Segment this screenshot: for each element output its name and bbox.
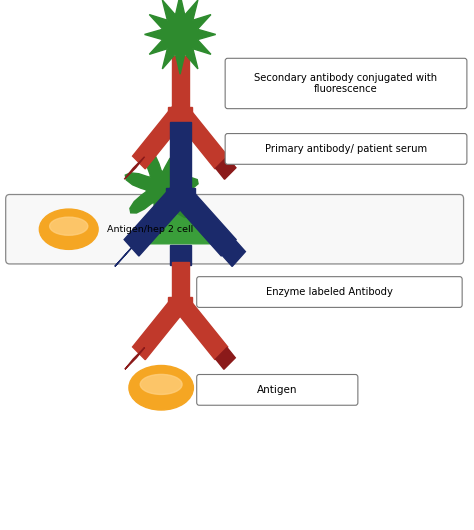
Polygon shape — [145, 0, 216, 74]
Bar — [172, 56, 189, 111]
FancyBboxPatch shape — [225, 134, 467, 164]
Ellipse shape — [140, 374, 182, 394]
Polygon shape — [174, 105, 228, 169]
Polygon shape — [125, 149, 198, 230]
Polygon shape — [216, 348, 235, 369]
Bar — [168, 297, 192, 307]
Text: Antigen: Antigen — [257, 385, 298, 395]
Polygon shape — [222, 241, 246, 267]
Polygon shape — [174, 296, 228, 360]
Polygon shape — [124, 157, 145, 179]
Ellipse shape — [50, 217, 88, 235]
FancyBboxPatch shape — [6, 195, 464, 264]
FancyBboxPatch shape — [197, 375, 358, 405]
Polygon shape — [124, 185, 188, 256]
Polygon shape — [125, 348, 145, 369]
Bar — [170, 245, 191, 265]
FancyBboxPatch shape — [197, 277, 462, 307]
Bar — [165, 188, 195, 199]
Polygon shape — [216, 157, 236, 179]
Ellipse shape — [39, 209, 98, 250]
Polygon shape — [173, 185, 236, 256]
Polygon shape — [133, 105, 186, 169]
FancyBboxPatch shape — [225, 58, 467, 109]
Text: Enzyme labeled Antibody: Enzyme labeled Antibody — [266, 287, 393, 297]
Text: Secondary antibody conjugated with
fluorescence: Secondary antibody conjugated with fluor… — [255, 73, 438, 94]
Bar — [172, 262, 189, 302]
Bar — [170, 122, 191, 193]
Text: Antigen/hep 2 cell: Antigen/hep 2 cell — [107, 225, 193, 234]
Ellipse shape — [129, 366, 193, 410]
Text: Primary antibody/ patient serum: Primary antibody/ patient serum — [265, 144, 427, 154]
Bar — [168, 107, 192, 116]
Polygon shape — [140, 188, 225, 244]
Polygon shape — [133, 296, 186, 360]
Polygon shape — [115, 241, 138, 267]
